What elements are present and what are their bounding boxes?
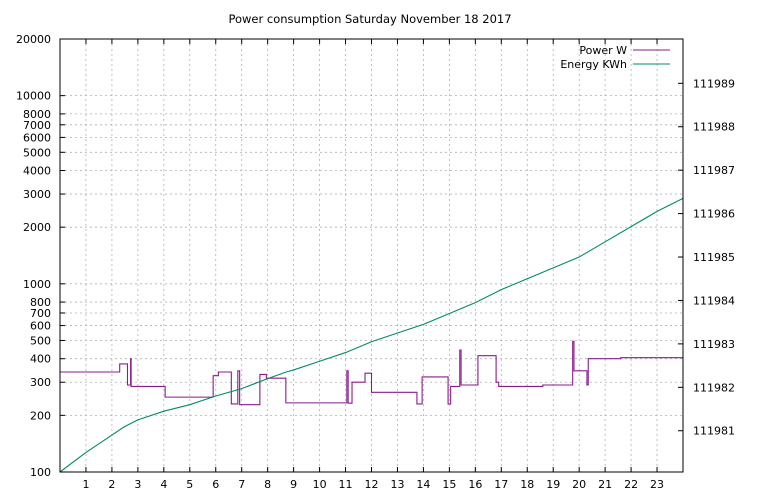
x-tick-label: 16 <box>468 478 482 491</box>
y-tick-label: 600 <box>30 320 51 333</box>
legend-label-energy: Energy KWh <box>560 58 627 71</box>
y-tick-label: 700 <box>30 307 51 320</box>
y2-tick-label: 111987 <box>693 164 735 177</box>
y-tick-label: 20000 <box>16 33 51 46</box>
x-tick-label: 4 <box>160 478 167 491</box>
x-tick-label: 19 <box>546 478 560 491</box>
x-tick-label: 3 <box>134 478 141 491</box>
y-tick-label: 1000 <box>23 278 51 291</box>
x-tick-label: 21 <box>598 478 612 491</box>
series-line-energy <box>59 197 684 473</box>
x-tick-label: 20 <box>572 478 586 491</box>
y2-tick-label: 111989 <box>693 77 735 90</box>
legend: Power W Energy KWh <box>560 44 670 71</box>
y2-tick-label: 111982 <box>693 381 735 394</box>
x-tick-label: 12 <box>365 478 379 491</box>
legend-label-power: Power W <box>579 44 627 57</box>
x-tick-label: 18 <box>520 478 534 491</box>
x-tick-label: 6 <box>212 478 219 491</box>
y-tick-label: 6000 <box>23 131 51 144</box>
x-tick-label: 14 <box>416 478 430 491</box>
chart-title: Power consumption Saturday November 18 2… <box>228 12 511 26</box>
axis-ticks: 1 2 3 4 5 6 7 8 9 10 11 12 13 14 15 16 17 18 19 20 21 22 23100… <box>16 33 735 491</box>
x-tick-label: 22 <box>624 478 638 491</box>
x-tick-label: 10 <box>313 478 327 491</box>
y-tick-label: 7000 <box>23 119 51 132</box>
y2-tick-label: 111984 <box>693 294 735 307</box>
x-tick-label: 9 <box>290 478 297 491</box>
y-tick-label: 400 <box>30 353 51 366</box>
series-line-power <box>60 340 683 406</box>
x-tick-label: 13 <box>390 478 404 491</box>
x-tick-label: 8 <box>264 478 271 491</box>
x-tick-label: 1 <box>82 478 89 491</box>
y-tick-label: 5000 <box>23 146 51 159</box>
y2-tick-label: 111981 <box>693 425 735 438</box>
y-tick-label: 200 <box>30 409 51 422</box>
y2-tick-label: 111983 <box>693 338 735 351</box>
y2-tick-label: 111985 <box>693 251 735 264</box>
y-tick-label: 4000 <box>23 165 51 178</box>
y-tick-label: 300 <box>30 376 51 389</box>
grid-lines <box>60 39 683 472</box>
y-tick-label: 2000 <box>23 221 51 234</box>
x-tick-label: 17 <box>494 478 508 491</box>
y-tick-label: 800 <box>30 296 51 309</box>
x-tick-label: 2 <box>108 478 115 491</box>
y-tick-label: 500 <box>30 334 51 347</box>
y-tick-label: 10000 <box>16 90 51 103</box>
y2-tick-label: 111986 <box>693 208 735 221</box>
y-tick-label: 3000 <box>23 188 51 201</box>
series-layer <box>59 197 684 473</box>
x-tick-label: 7 <box>238 478 245 491</box>
x-tick-label: 11 <box>339 478 353 491</box>
x-tick-label: 5 <box>186 478 193 491</box>
x-tick-label: 15 <box>442 478 456 491</box>
x-tick-label: 23 <box>650 478 664 491</box>
y-tick-label: 100 <box>30 466 51 479</box>
y-tick-label: 8000 <box>23 108 51 121</box>
y2-tick-label: 111988 <box>693 121 735 134</box>
